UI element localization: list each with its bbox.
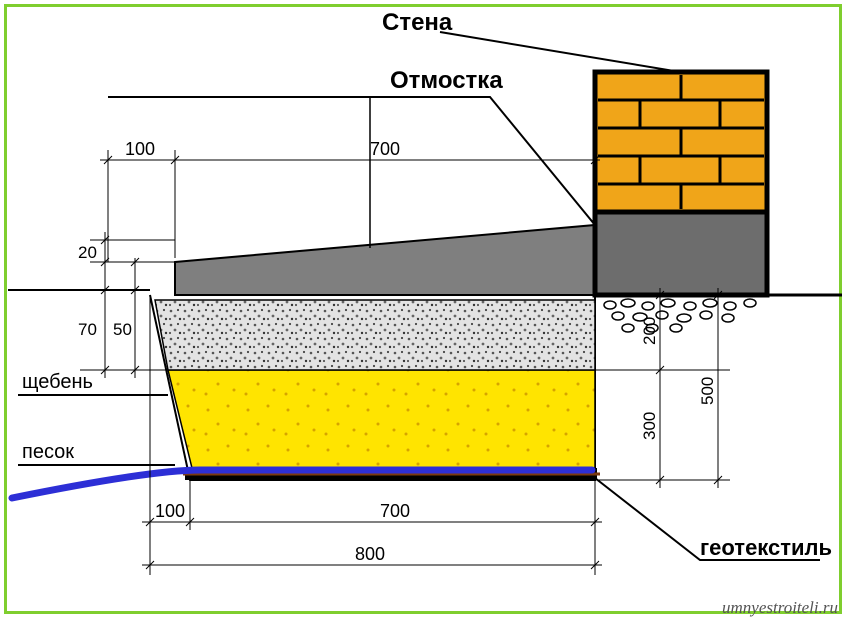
dim-100b: 100 [155, 501, 185, 521]
pebbles [604, 299, 756, 332]
watermark: umnyestroiteli.ru [722, 598, 838, 618]
dim-100a: 100 [125, 139, 155, 159]
dim-700b: 700 [380, 501, 410, 521]
brick-wall [595, 72, 767, 212]
dim-700a: 700 [370, 139, 400, 159]
dim-200: 200 [640, 317, 659, 345]
dim-300: 300 [640, 412, 659, 440]
leader-blind [108, 97, 595, 225]
dim-800: 800 [355, 544, 385, 564]
blind-area-slab [175, 225, 595, 295]
gravel-layer [155, 300, 595, 370]
label-sand: песок [22, 441, 74, 463]
dim-20: 20 [78, 243, 97, 262]
plinth [595, 212, 767, 295]
label-wall: Стена [382, 9, 453, 36]
dim-50: 50 [113, 320, 132, 339]
dim-500: 500 [698, 377, 717, 405]
label-geo: геотекстиль [700, 535, 832, 560]
sand-layer [168, 370, 595, 468]
leader-wall [440, 32, 680, 72]
diagram-svg: Стена Отмостка щебень песок геотекстиль … [0, 0, 850, 622]
label-gravel: щебень [22, 371, 93, 393]
dim-70: 70 [78, 320, 97, 339]
label-blind: Отмостка [390, 67, 503, 94]
